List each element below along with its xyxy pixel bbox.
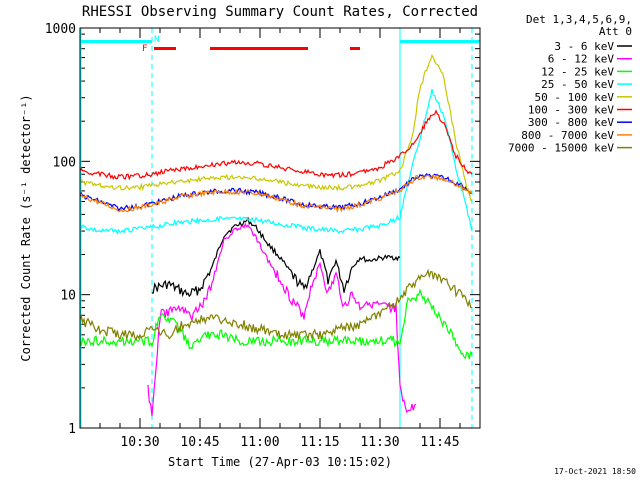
night-flag-bar [400,40,480,43]
series-line [151,216,401,298]
flare-flag-bar [210,47,308,50]
x-tick-label: 11:30 [360,435,399,450]
flare-flag-bar [350,47,360,50]
night-flag-bar [80,40,152,43]
y-tick-label: 1000 [45,22,76,37]
x-axis-label: Start Time (27-Apr-03 10:15:02) [168,455,392,469]
series-line [79,268,473,341]
legend-entry-label: 12 - 25 keV [541,65,614,78]
series-line [79,288,473,360]
legend-entry-label: 6 - 12 keV [548,53,615,66]
series-line [79,88,473,236]
legend-entry-label: 7000 - 15000 keV [508,142,614,155]
x-tick-label: 10:30 [120,435,159,450]
legend-entry-label: 100 - 300 keV [528,104,614,117]
flare-flag-bar [154,47,176,50]
series-line [79,173,473,214]
series-line [79,173,473,213]
x-tick-label: 10:45 [180,435,219,450]
plot-frame [79,27,481,429]
legend-header: Att 0 [599,25,632,38]
x-tick-label: 11:45 [420,435,459,450]
chart-title: RHESSI Observing Summary Count Rates, Co… [82,4,478,20]
legend-entry-label: 800 - 7000 keV [521,129,614,142]
night-flag-label: N [154,35,159,45]
series-line [79,109,473,181]
timestamp: 17-Oct-2021 18:50 [554,467,636,476]
legend-entry-label: 25 - 50 keV [541,78,614,91]
series-line [147,222,417,417]
y-axis-label: Corrected Count Rate (s⁻¹ detector⁻¹) [19,94,33,361]
x-tick-label: 11:00 [240,435,279,450]
y-tick-label: 100 [53,155,76,170]
legend-entry-label: 300 - 800 keV [528,116,614,129]
flare-flag-label: F [142,44,147,54]
y-tick-label: 1 [68,422,76,437]
y-tick-label: 10 [60,289,76,304]
legend-header: Det 1,3,4,5,6,9, [526,13,632,26]
x-tick-label: 11:15 [300,435,339,450]
legend-entry-label: 3 - 6 keV [554,40,614,53]
legend-entry-label: 50 - 100 keV [535,91,615,104]
